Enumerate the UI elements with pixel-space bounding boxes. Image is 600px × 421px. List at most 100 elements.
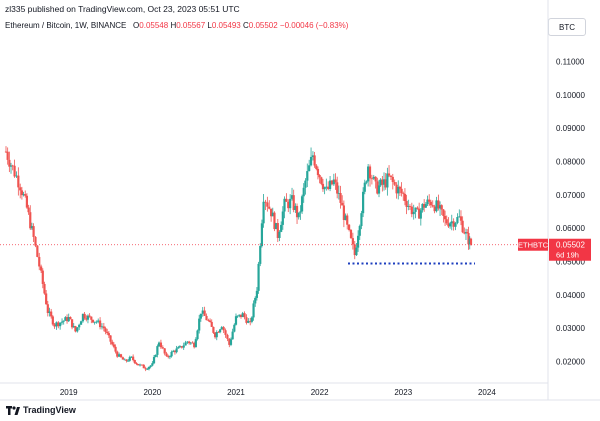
candle-body bbox=[264, 201, 267, 203]
y-tick-label: 0.04000 bbox=[556, 291, 585, 300]
candle-body bbox=[456, 217, 459, 223]
candle-body bbox=[266, 202, 269, 207]
candle-body bbox=[469, 238, 473, 245]
y-tick-label: 0.03000 bbox=[556, 324, 585, 333]
footer-brand[interactable]: TradingView bbox=[6, 405, 76, 415]
candle-body bbox=[239, 314, 243, 318]
candle-body bbox=[459, 216, 463, 221]
candle-body bbox=[191, 342, 194, 344]
candle-body bbox=[395, 184, 398, 194]
candle-body bbox=[408, 206, 412, 207]
candle-body bbox=[65, 317, 69, 322]
close-label: C bbox=[242, 21, 249, 30]
price-tag-countdown: 6d 19h bbox=[556, 251, 579, 260]
candle-body bbox=[140, 364, 144, 366]
candle-body bbox=[90, 316, 93, 320]
candle-body bbox=[318, 175, 321, 178]
candle-body bbox=[236, 315, 239, 317]
candle-body bbox=[6, 151, 9, 160]
candle-body bbox=[38, 256, 41, 267]
tradingview-logo-icon bbox=[6, 405, 20, 415]
candle-body bbox=[454, 222, 457, 227]
x-tick-label: 2019 bbox=[60, 388, 78, 397]
candle-body bbox=[85, 318, 88, 320]
candle-body bbox=[328, 180, 332, 190]
symbol-line[interactable]: Ethereum / Bitcoin, 1W, BINANCE bbox=[5, 21, 127, 30]
candle-body bbox=[278, 231, 281, 238]
candle-body bbox=[376, 181, 379, 194]
candle-body bbox=[207, 320, 210, 321]
candle-body bbox=[243, 313, 246, 318]
candle-body bbox=[252, 303, 255, 318]
candle-body bbox=[109, 335, 112, 342]
candle-body bbox=[30, 226, 34, 229]
candle-body bbox=[334, 179, 337, 183]
footer-brand-label: TradingView bbox=[23, 405, 76, 415]
candle-body bbox=[374, 176, 377, 182]
candle-body bbox=[257, 263, 260, 291]
candle-body bbox=[159, 342, 163, 348]
candle-body bbox=[74, 326, 77, 332]
candle-body bbox=[418, 208, 421, 219]
y-tick-label: 0.10000 bbox=[556, 91, 585, 100]
candle-body bbox=[182, 345, 185, 348]
candle-body bbox=[229, 339, 233, 345]
candle-body bbox=[32, 226, 35, 237]
candle-body bbox=[433, 206, 436, 212]
candle-body bbox=[62, 320, 65, 322]
price-tag bbox=[549, 238, 591, 261]
x-tick-label: 2022 bbox=[311, 388, 329, 397]
candle-body bbox=[154, 354, 157, 358]
candle-body bbox=[201, 310, 204, 314]
candle-body bbox=[67, 317, 70, 322]
candle-body bbox=[255, 290, 258, 298]
candle-body bbox=[355, 247, 358, 256]
candle-body bbox=[360, 213, 363, 227]
candle-body bbox=[268, 206, 271, 209]
candle-body bbox=[437, 200, 440, 209]
candle-body bbox=[34, 236, 37, 246]
candle-body bbox=[368, 166, 372, 179]
candle-body bbox=[19, 187, 22, 191]
candle-body bbox=[438, 205, 442, 209]
candle-body bbox=[443, 215, 447, 220]
candle-body bbox=[168, 356, 172, 358]
candle-body bbox=[285, 198, 288, 202]
candle-body bbox=[290, 195, 294, 199]
candle-body bbox=[51, 316, 54, 325]
candle-body bbox=[9, 165, 13, 167]
symbol-tag bbox=[518, 238, 548, 251]
candle-body bbox=[299, 211, 302, 213]
candle-body bbox=[280, 224, 283, 232]
candle-body bbox=[325, 186, 328, 188]
candle-body bbox=[353, 244, 356, 256]
candle-body bbox=[17, 175, 20, 188]
candle-body bbox=[363, 182, 366, 192]
candle-body bbox=[327, 186, 330, 190]
candle-body bbox=[53, 324, 56, 327]
candle-body bbox=[250, 317, 253, 322]
candle-body bbox=[15, 175, 18, 177]
candle-body bbox=[88, 315, 91, 317]
candle-body bbox=[59, 322, 62, 327]
candle-body bbox=[315, 165, 318, 169]
candle-body bbox=[60, 321, 64, 323]
high-label: H bbox=[170, 21, 177, 30]
candle-body bbox=[316, 168, 320, 176]
candle-body bbox=[231, 331, 234, 340]
candle-body bbox=[464, 232, 468, 234]
low-value: 0.05493 bbox=[211, 21, 241, 30]
candle-body bbox=[215, 332, 218, 338]
candle-body bbox=[337, 193, 340, 194]
candle-body bbox=[262, 201, 265, 224]
candle-body bbox=[306, 171, 309, 181]
candle-body bbox=[226, 334, 229, 339]
candle-body bbox=[178, 346, 182, 348]
candle-body bbox=[419, 210, 422, 219]
candle-body bbox=[64, 317, 67, 321]
symbol-tag-label: ETHBTC bbox=[518, 241, 549, 250]
candle-body bbox=[273, 212, 276, 230]
candle-body bbox=[144, 368, 147, 370]
open-value: 0.05548 bbox=[139, 21, 169, 30]
